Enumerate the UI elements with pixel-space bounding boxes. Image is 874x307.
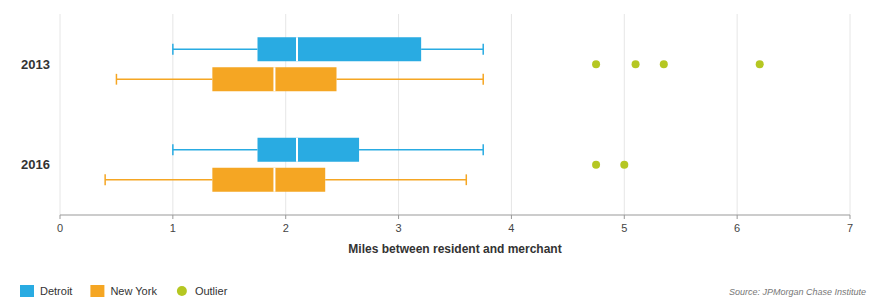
outlier: [660, 60, 668, 68]
box: [258, 138, 360, 162]
whisker-cap: [172, 144, 174, 155]
median: [296, 138, 298, 162]
whisker-cap: [116, 74, 118, 85]
grid: [60, 14, 850, 215]
outlier: [592, 60, 600, 68]
category-label: 2016: [21, 157, 50, 172]
tick-mark: [60, 215, 61, 219]
tick-label: 3: [396, 222, 402, 234]
tick-label: 6: [734, 222, 740, 234]
median: [273, 67, 275, 91]
tick-mark: [172, 215, 173, 219]
outlier: [592, 161, 600, 169]
legend-swatch: [177, 286, 187, 296]
box-series: [105, 67, 483, 192]
legend-label: Detroit: [40, 285, 72, 297]
grid-line: [60, 14, 61, 215]
x-axis-line: [60, 215, 850, 216]
whisker-cap: [482, 144, 484, 155]
median: [296, 37, 298, 61]
legend-label: New York: [110, 285, 157, 297]
tick-mark: [511, 215, 512, 219]
whisker: [325, 179, 466, 181]
tick-label: 5: [621, 222, 627, 234]
whisker: [173, 149, 258, 151]
tick-label: 4: [508, 222, 514, 234]
x-axis: 0 1 2 3 4 5 6 7: [57, 215, 853, 234]
grid-line: [850, 14, 851, 215]
tick-mark: [624, 215, 625, 219]
whisker: [337, 79, 484, 81]
tick-mark: [737, 215, 738, 219]
tick-label: 0: [57, 222, 63, 234]
category-label: 2013: [21, 57, 50, 72]
legend-label: Outlier: [195, 285, 228, 297]
tick-mark: [285, 215, 286, 219]
whisker-cap: [172, 44, 174, 55]
tick-mark: [850, 215, 851, 219]
source-note: Source: JPMorgan Chase Institute: [729, 287, 866, 297]
grid-line: [511, 14, 512, 215]
whisker: [173, 49, 258, 51]
tick-label: 7: [847, 222, 853, 234]
whisker-cap: [104, 174, 106, 185]
box: [212, 67, 336, 91]
tick-label: 1: [170, 222, 176, 234]
whisker: [359, 149, 483, 151]
whisker-cap: [482, 44, 484, 55]
box: [258, 37, 422, 61]
legend-swatch: [20, 285, 34, 297]
whisker: [421, 49, 483, 51]
outlier: [632, 60, 640, 68]
box-series: [173, 37, 483, 162]
outlier-series: [592, 60, 764, 169]
legend: Detroit New York Outlier: [20, 285, 228, 297]
median: [273, 168, 275, 192]
whisker-cap: [482, 74, 484, 85]
grid-line: [172, 14, 173, 215]
chart: 0 1 2 3 4 5 6 7 Miles between resident and merch…: [0, 0, 874, 307]
grid-line: [737, 14, 738, 215]
outlier: [620, 161, 628, 169]
tick-mark: [398, 215, 399, 219]
outlier: [756, 60, 764, 68]
box: [212, 168, 325, 192]
whisker: [116, 79, 212, 81]
grid-line: [624, 14, 625, 215]
axis-label: Miles between resident and merchant: [348, 242, 561, 256]
whisker: [105, 179, 212, 181]
chart-container: 0 1 2 3 4 5 6 7 Miles between resident and merch…: [0, 0, 874, 307]
whisker-cap: [466, 174, 468, 185]
legend-swatch: [90, 285, 104, 297]
plot-area: [105, 37, 764, 192]
tick-label: 2: [283, 222, 289, 234]
